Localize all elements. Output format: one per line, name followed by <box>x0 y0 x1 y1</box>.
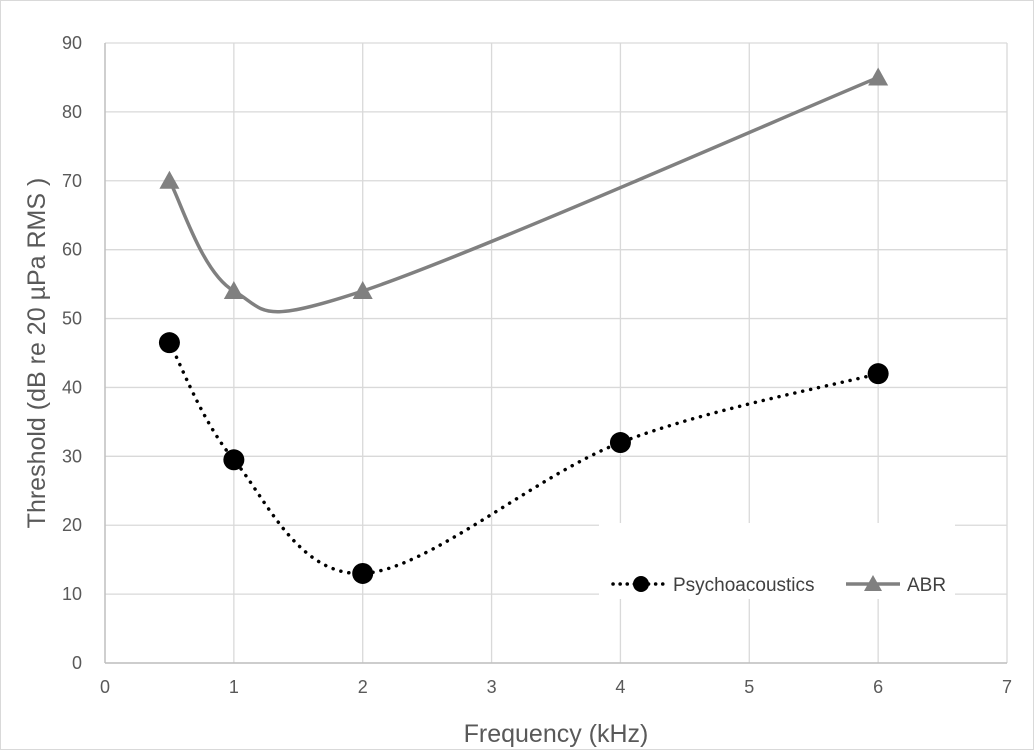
x-tick-label: 1 <box>229 677 239 697</box>
legend-abr-label: ABR <box>907 575 946 596</box>
abr-point <box>159 170 180 189</box>
psychoacoustics-point <box>158 332 180 354</box>
legend-psychoacoustics-label: Psychoacoustics <box>673 575 815 596</box>
x-tick-label: 0 <box>100 677 110 697</box>
y-tick-label: 30 <box>62 446 82 466</box>
series-layer <box>158 67 889 584</box>
x-tick-label: 5 <box>744 677 754 697</box>
y-tick-label: 10 <box>62 584 82 604</box>
y-tick-label: 50 <box>62 309 82 329</box>
x-tick-label: 3 <box>487 677 497 697</box>
psychoacoustics-point <box>609 432 631 454</box>
y-tick-label: 70 <box>62 171 82 191</box>
psychoacoustics-point <box>223 449 245 471</box>
abr-point <box>352 281 373 299</box>
y-tick-label: 90 <box>62 33 82 53</box>
y-tick-label: 40 <box>62 377 82 397</box>
axes: 0 10 20 30 40 50 60 70 80 90 0 1 2 3 4 5 6 7 <box>62 33 1012 697</box>
legend-background <box>599 523 955 599</box>
psychoacoustics-point <box>352 562 374 584</box>
x-axis-title: Frequency (kHz) <box>464 720 649 748</box>
x-tick-label: 4 <box>615 677 625 697</box>
y-axis-title: Threshold (dB re 20 µPa RMS ) <box>23 178 51 529</box>
legend-abr-marker <box>864 575 882 591</box>
y-tick-label: 20 <box>62 515 82 535</box>
x-tick-label: 2 <box>358 677 368 697</box>
x-tick-label: 7 <box>1002 677 1012 697</box>
y-tick-label: 80 <box>62 102 82 122</box>
y-tick-label: 0 <box>72 653 82 673</box>
abr-point <box>868 67 889 86</box>
abr-point <box>223 281 244 299</box>
legend: Psychoacoustics ABR <box>599 523 955 599</box>
psychoacoustics-point <box>867 363 889 385</box>
y-tick-label: 60 <box>62 240 82 260</box>
legend-psychoacoustics-marker <box>633 576 649 592</box>
x-tick-label: 6 <box>873 677 883 697</box>
abr-series-line <box>167 75 879 314</box>
